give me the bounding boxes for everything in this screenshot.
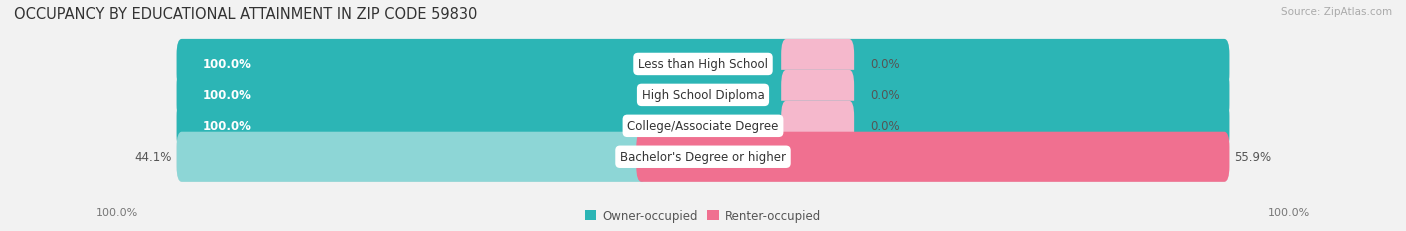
FancyBboxPatch shape	[177, 70, 1229, 120]
FancyBboxPatch shape	[177, 101, 1229, 151]
Text: 100.0%: 100.0%	[96, 207, 138, 217]
Legend: Owner-occupied, Renter-occupied: Owner-occupied, Renter-occupied	[579, 205, 827, 227]
FancyBboxPatch shape	[177, 40, 1229, 90]
Text: 55.9%: 55.9%	[1234, 151, 1272, 164]
FancyBboxPatch shape	[177, 132, 647, 182]
FancyBboxPatch shape	[177, 40, 1229, 90]
Text: 100.0%: 100.0%	[202, 89, 252, 102]
FancyBboxPatch shape	[177, 132, 1229, 182]
FancyBboxPatch shape	[177, 70, 1229, 120]
Text: 44.1%: 44.1%	[134, 151, 172, 164]
FancyBboxPatch shape	[782, 70, 855, 120]
FancyBboxPatch shape	[177, 101, 1229, 151]
Text: 0.0%: 0.0%	[870, 89, 900, 102]
Text: 0.0%: 0.0%	[870, 58, 900, 71]
Text: 0.0%: 0.0%	[870, 120, 900, 133]
Text: College/Associate Degree: College/Associate Degree	[627, 120, 779, 133]
FancyBboxPatch shape	[637, 132, 1229, 182]
FancyBboxPatch shape	[782, 40, 855, 90]
Text: 100.0%: 100.0%	[202, 58, 252, 71]
Text: Source: ZipAtlas.com: Source: ZipAtlas.com	[1281, 7, 1392, 17]
Text: Less than High School: Less than High School	[638, 58, 768, 71]
Text: 100.0%: 100.0%	[1268, 207, 1310, 217]
Text: High School Diploma: High School Diploma	[641, 89, 765, 102]
Text: OCCUPANCY BY EDUCATIONAL ATTAINMENT IN ZIP CODE 59830: OCCUPANCY BY EDUCATIONAL ATTAINMENT IN Z…	[14, 7, 478, 22]
Text: 100.0%: 100.0%	[202, 120, 252, 133]
Text: Bachelor's Degree or higher: Bachelor's Degree or higher	[620, 151, 786, 164]
FancyBboxPatch shape	[782, 101, 855, 151]
